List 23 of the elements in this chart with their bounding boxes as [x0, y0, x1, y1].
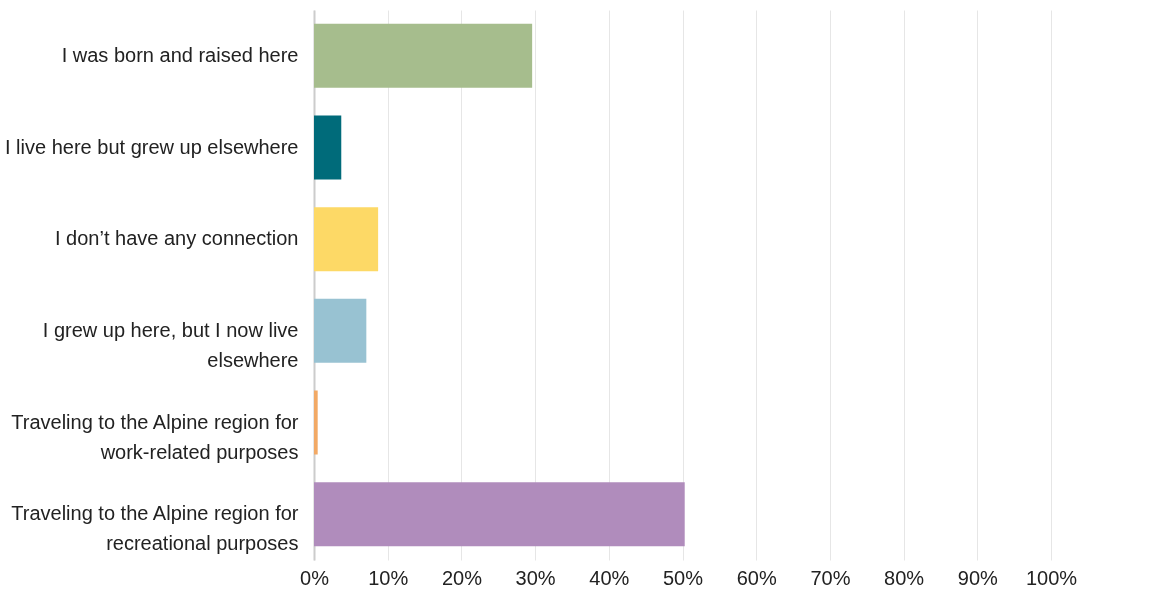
y-tick-label: I live here but grew up elsewhere [5, 135, 299, 158]
x-tick-label: 20% [441, 566, 483, 589]
y-tick-label: I grew up here, but I now live elsewhere [42, 318, 299, 371]
x-tick-label: 50% [662, 566, 704, 589]
x-tick-label: 0% [300, 566, 330, 589]
x-tick-label: 30% [515, 566, 556, 589]
y-tick-label: I was born and raised here [61, 43, 299, 66]
y-tick-label: Traveling to the Alpine region for work-related purposes [11, 410, 299, 463]
x-tick-label: 70% [810, 566, 851, 589]
x-tick-label: 80% [884, 566, 925, 589]
bar [314, 23, 533, 88]
bar [314, 207, 379, 272]
bar [314, 115, 342, 180]
x-tick-label: 40% [589, 566, 630, 589]
x-tick-label: 100% [1025, 566, 1078, 589]
y-tick-label: I don’t have any connection [54, 227, 299, 250]
bar [314, 482, 685, 547]
bar [314, 390, 318, 455]
y-tick-label: Traveling to the Alpine region for recreational purposes [11, 502, 299, 555]
x-tick-label: 90% [957, 566, 999, 589]
bar [314, 298, 367, 363]
x-tick-label: 60% [736, 566, 777, 589]
x-tick-label: 10% [368, 566, 409, 589]
